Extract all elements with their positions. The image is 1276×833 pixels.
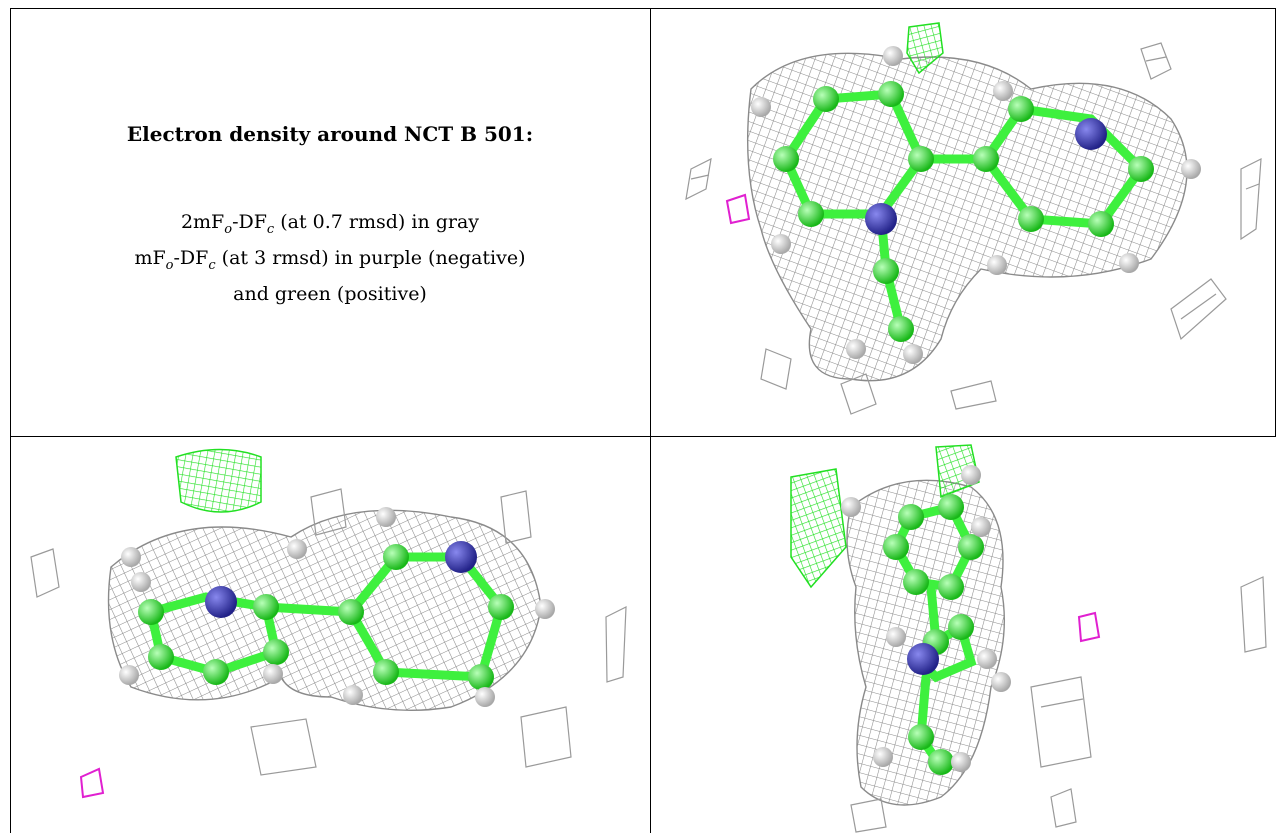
density-view-end-svg [790, 444, 1267, 833]
density-view-top-svg [685, 22, 1262, 415]
hydrogen-atom [751, 97, 771, 117]
hydrogen-atom [287, 539, 307, 559]
carbon-atom [468, 664, 494, 690]
carbon-atom [873, 258, 899, 284]
carbon-atom [878, 81, 904, 107]
carbon-atom [813, 86, 839, 112]
carbon-atom [488, 594, 514, 620]
nitrogen-atom [205, 586, 237, 618]
ligand-atoms [751, 46, 1201, 364]
hydrogen-atom [475, 687, 495, 707]
carbon-atom [928, 749, 954, 775]
ligand-atoms [841, 465, 1011, 775]
carbon-atom [903, 569, 929, 595]
positive-density-blob [906, 22, 944, 75]
hydrogen-atom [971, 517, 991, 537]
hydrogen-atom [1119, 253, 1139, 273]
hydrogen-atom [535, 599, 555, 619]
carbon-atom [973, 146, 999, 172]
hydrogen-atom [846, 339, 866, 359]
nitrogen-atom [907, 643, 939, 675]
hydrogen-atom [977, 649, 997, 669]
nitrogen-atom [1075, 118, 1107, 150]
caption-line-colors: and green (positive) [233, 282, 427, 305]
table-border-middle [10, 436, 1276, 437]
carbon-atom [253, 594, 279, 620]
hydrogen-atom [961, 465, 981, 485]
carbon-atom [898, 504, 924, 530]
negative-density-blob [79, 767, 105, 799]
hydrogen-atom [121, 547, 141, 567]
carbon-atom [203, 659, 229, 685]
density-view-side-svg [30, 448, 627, 799]
noise-mesh [30, 488, 627, 776]
hydrogen-atom [263, 664, 283, 684]
hydrogen-atom [376, 507, 396, 527]
carbon-atom [908, 724, 934, 750]
hydrogen-atom [841, 497, 861, 517]
carbon-atom [883, 534, 909, 560]
carbon-atom [373, 659, 399, 685]
carbon-atom [888, 316, 914, 342]
carbon-atom [138, 599, 164, 625]
carbon-atom [148, 644, 174, 670]
carbon-atom [773, 146, 799, 172]
carbon-atom [1008, 96, 1034, 122]
hydrogen-atom [993, 81, 1013, 101]
carbon-atom [1088, 211, 1114, 237]
carbon-atom [338, 599, 364, 625]
hydrogen-atom [771, 234, 791, 254]
density-view-side [11, 437, 650, 833]
carbon-atom [958, 534, 984, 560]
hydrogen-atom [987, 255, 1007, 275]
hydrogen-atom [119, 665, 139, 685]
hydrogen-atom [131, 572, 151, 592]
carbon-atom [383, 544, 409, 570]
caption-line-2fo: 2mFo-DFc (at 0.7 rmsd) in gray [180, 211, 480, 237]
caption-legend: 2mFo-DFc (at 0.7 rmsd) in gray mFo-DFc (… [10, 208, 650, 309]
carbon-atom [1128, 156, 1154, 182]
hydrogen-atom [873, 747, 893, 767]
nitrogen-atom [445, 541, 477, 573]
table-border-left [10, 8, 11, 833]
hydrogen-atom [903, 344, 923, 364]
figure-table: Electron density around NCT B 501: 2mFo-… [10, 8, 1276, 833]
carbon-atom [1018, 206, 1044, 232]
caption-line-fo: mFo-DFc (at 3 rmsd) in purple (negative) [134, 246, 526, 273]
hydrogen-atom [951, 752, 971, 772]
hydrogen-atom [883, 46, 903, 66]
noise-mesh [850, 576, 1267, 833]
positive-density-blob [175, 448, 262, 513]
density-view-top [651, 9, 1275, 436]
carbon-atom [798, 201, 824, 227]
carbon-atom [938, 574, 964, 600]
negative-density-blob [725, 193, 751, 225]
hydrogen-atom [343, 685, 363, 705]
carbon-atom [908, 146, 934, 172]
carbon-atom [263, 639, 289, 665]
caption-cell: Electron density around NCT B 501: 2mFo-… [10, 8, 650, 436]
positive-density-blob [790, 468, 847, 589]
caption-title: Electron density around NCT B 501: [126, 122, 534, 146]
nitrogen-atom [865, 203, 897, 235]
table-border-center [650, 8, 651, 833]
noise-mesh [685, 42, 1262, 415]
hydrogen-atom [1181, 159, 1201, 179]
negative-density-blob [1077, 611, 1101, 643]
density-view-end [651, 437, 1275, 833]
carbon-atom [938, 494, 964, 520]
table-border-top [10, 8, 1276, 9]
hydrogen-atom [886, 627, 906, 647]
carbon-atom [948, 614, 974, 640]
ligand-atoms [119, 507, 555, 707]
hydrogen-atom [991, 672, 1011, 692]
